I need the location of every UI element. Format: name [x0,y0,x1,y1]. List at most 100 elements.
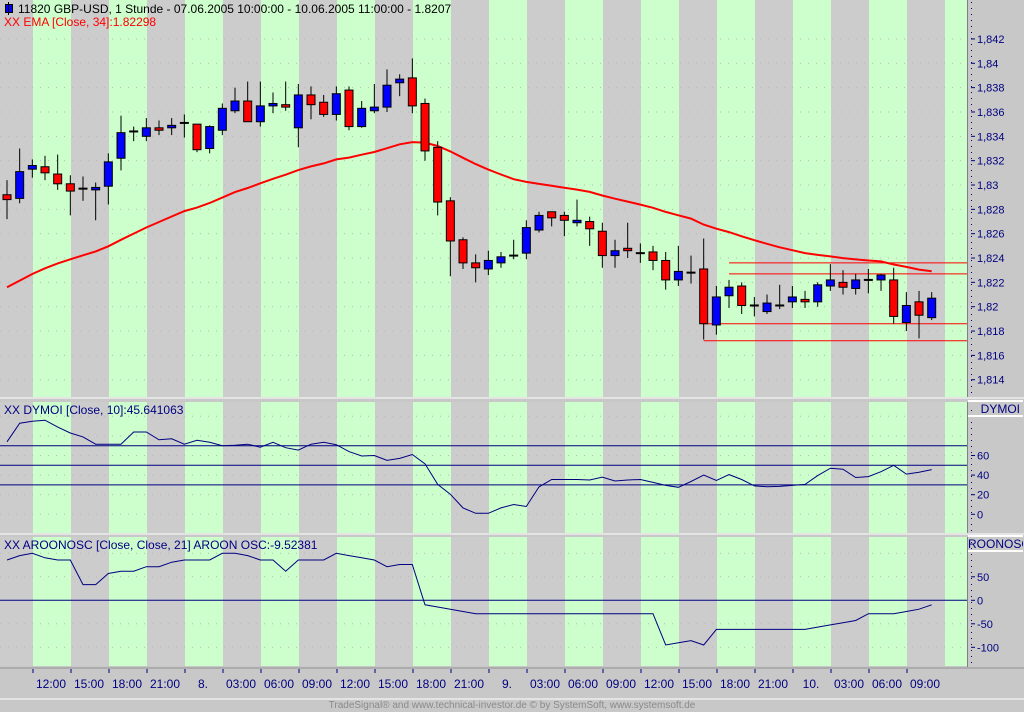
axis-dot [971,524,972,525]
candle [623,222,633,259]
candle [534,211,544,233]
candle-body [483,259,493,270]
axis-dot [971,116,972,117]
time-stripe [945,402,967,533]
axis-dot [971,440,972,441]
candle [445,197,455,277]
candle-body [306,94,316,106]
time-stripe [375,402,413,533]
time-stripe [489,402,527,533]
price-axis [967,0,1024,668]
candle [40,155,50,181]
candle-body [40,166,50,174]
candle-body [623,247,633,252]
candle-body [889,279,899,317]
dymoi-axis-label: 20 [977,490,989,502]
time-stripe [413,0,451,397]
time-stripe [299,0,337,397]
candle [27,159,37,178]
price-axis-label: 1,816 [977,350,1005,362]
candle-body [648,251,658,261]
axis-dot [971,560,972,561]
time-stripe [679,0,717,397]
time-stripe [869,537,907,666]
time-stripe [489,0,527,397]
candle-body [116,132,126,159]
time-label: 12:00 [644,677,674,691]
aroon-axis-label: 50 [977,572,989,584]
candlestick-icon [5,2,13,15]
candle-body [534,214,544,231]
time-label: 15:00 [74,677,104,691]
candle [103,153,113,205]
candle-body [876,274,886,281]
candle [610,239,620,268]
time-label: 21:00 [150,677,180,691]
axis-dot [971,206,972,207]
axis-dot [971,386,972,387]
axis-dot [971,626,972,627]
time-stripe [603,0,641,397]
ema-legend[interactable]: XX EMA [Close, 34]:1.82298 [4,15,157,29]
candle [863,268,873,294]
time-stripe [413,402,451,533]
axis-dot [971,374,972,375]
time-stripe [147,537,185,666]
price-axis-label: 1,84 [977,58,998,70]
candle-body [331,93,341,115]
candle-body [319,101,329,115]
axis-dot [971,482,972,483]
candle [243,81,253,123]
price-axis-label: 1,834 [977,131,1005,143]
time-stripe [679,537,717,666]
time-stripe [185,0,223,397]
axis-dot [971,74,972,75]
panel-separator [0,533,1024,537]
candle [293,83,303,148]
aroon-legend[interactable]: XX AROONOSC [Close, Close, 21] AROON OSC… [4,538,318,552]
time-label: 09:00 [606,677,636,691]
candle-body [851,279,861,289]
axis-dot [971,296,972,297]
candle [357,101,367,128]
candle-body [91,186,101,191]
candle-body [559,214,569,221]
time-stripe [413,537,451,666]
axis-dot [971,110,972,111]
time-label: 06:00 [264,677,294,691]
time-stripe [527,402,565,533]
time-stripe [527,537,565,666]
candle [661,251,671,290]
time-stripe [907,537,945,666]
time-stripe [603,402,641,533]
candle [876,273,886,291]
candle [395,74,405,97]
axis-dot [971,344,972,345]
price-axis-label: 1,836 [977,107,1005,119]
candle-body [711,296,721,326]
candle [281,81,291,111]
candle [901,292,911,332]
candle [2,180,12,220]
panel-separator [0,397,1024,402]
candle [838,270,848,295]
time-label: 15:00 [682,677,712,691]
time-stripe [755,537,793,666]
dymoi-legend[interactable]: XX DYMOI [Close, 10]:45.641063 [4,403,184,417]
time-label: 15:00 [378,677,408,691]
time-stripe [717,402,755,533]
candle [597,222,607,268]
axis-dot [971,80,972,81]
axis-dot [971,332,972,333]
time-label: 18:00 [112,677,142,691]
time-stripe [337,402,375,533]
candle [585,216,595,246]
candle [496,251,506,268]
axis-dot [971,356,972,357]
time-stripe [147,402,185,533]
price-axis-label: 1,82 [977,302,998,314]
time-stripe [261,537,299,666]
axis-dot [971,320,972,321]
candle-body [382,84,392,108]
